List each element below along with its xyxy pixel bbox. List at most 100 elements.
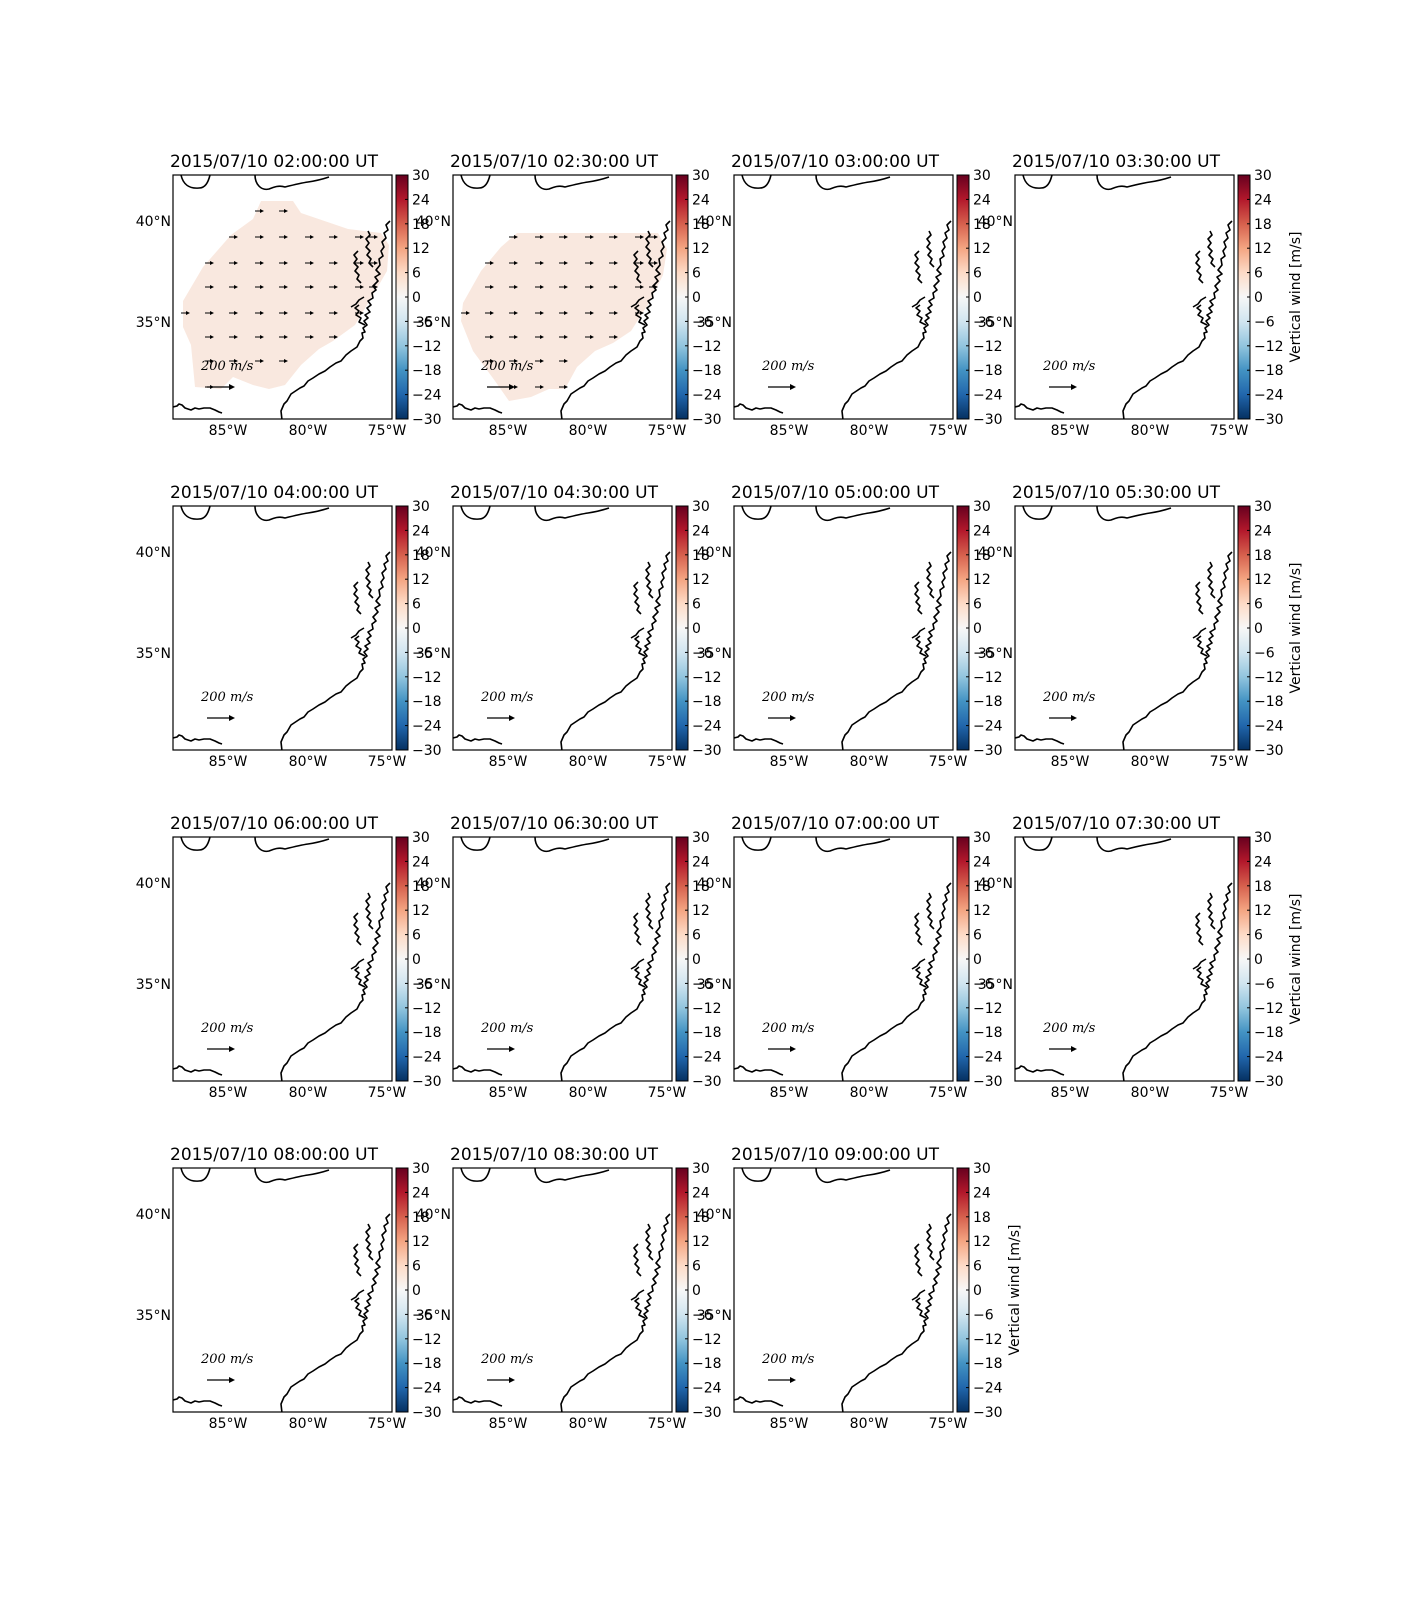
coastline-segment [453,1065,503,1076]
map-frame [452,505,673,751]
coastline-segment [534,837,610,853]
colorbar-tick-label: 12 [412,903,430,919]
coastline-segment [365,230,374,268]
coastline-segment [1122,882,1233,1081]
coastline-segment [1195,912,1204,946]
coastline-segment [633,581,642,615]
panel-title: 2015/07/10 07:00:00 UT [731,814,940,834]
coastline-segment [453,1396,503,1407]
arrow-head-icon [564,385,568,389]
arrow-head-icon [490,359,494,363]
panel-title: 2015/07/10 08:00:00 UT [170,1145,379,1165]
arrow-head-icon [490,285,494,289]
map-panel: 2015/07/10 04:00:00 UT 200 m/s 85°W 80°W 75°… [136,483,442,770]
scale-label: 200 m/s [1042,359,1096,374]
colorbar-tick-label: −6 [692,314,713,330]
coastline-segment [1022,506,1053,520]
coastline-segment [815,175,891,191]
coastline-segment [350,296,365,308]
coastline-segment [460,175,491,189]
longitude-label: 80°W [850,423,889,439]
arrow-head-icon [614,311,618,315]
latitude-label: 35°N [136,1308,171,1324]
map-area [173,1168,391,1412]
colorbar-label: Vertical wind [m/s] [1288,563,1304,694]
colorbar-tick-label: −24 [1254,1050,1284,1066]
arrow-head-icon [564,285,568,289]
arrow-head-icon [640,311,644,315]
arrow-head-icon [790,1377,796,1383]
longitude-label: 85°W [1051,1085,1090,1101]
longitude-label: 75°W [929,423,968,439]
map-panel: 2015/07/10 02:30:00 UT 200 m/s 85°W 80°W 75°… [416,152,722,439]
colorbar-tick-label: −18 [692,363,722,379]
arrow-head-icon [229,384,235,390]
colorbar-tick-label: −24 [692,1050,722,1066]
colorbar-tick-label: 12 [973,241,991,257]
arrow-head-icon [540,311,544,315]
colorbar-tick-label: 18 [692,217,710,233]
latitude-label: 35°N [697,1308,732,1324]
colorbar: 30 24 18 12 6 0 −6 −12 −18 −24 −30 [395,830,442,1090]
map-area [453,175,671,419]
coastline-segment [1122,220,1233,419]
map-frame [172,505,393,751]
coastline-segment [453,734,503,745]
colorbar-tick-label: −30 [973,412,1003,428]
coastline-segment [915,635,927,657]
latitude-label: 35°N [697,977,732,993]
arrow-head-icon [360,311,364,315]
colorbar-tick-label: 0 [973,952,982,968]
colorbar-tick-label: 6 [412,1259,421,1275]
longitude-label: 85°W [770,423,809,439]
coastline-segment [911,958,926,970]
colorbar-tick-label: 24 [412,854,430,870]
arrow-head-icon [514,261,518,265]
coastline-segment [180,1168,211,1182]
latitude-label: 35°N [978,315,1013,331]
coastline [453,1168,671,1412]
colorbar-tick-label: 24 [412,1185,430,1201]
colorbar-tick-label: 30 [412,1161,430,1177]
arrow-head-icon [234,335,238,339]
colorbar-tick-label: 6 [412,928,421,944]
colorbar-tick-label: 18 [412,879,430,895]
colorbar-tick-label: 24 [412,523,430,539]
colorbar-tick-label: −6 [412,645,433,661]
arrow-head-icon [210,285,214,289]
colorbar-tick-label: −18 [1254,363,1284,379]
colorbar-tick-label: 24 [973,854,991,870]
panel-title: 2015/07/10 05:30:00 UT [1012,483,1221,503]
arrow-head-icon [514,311,518,315]
coastline-segment [915,966,927,988]
colorbar-tick-label: −24 [692,388,722,404]
colorbar-tick-label: 12 [1254,241,1272,257]
arrow-head-icon [564,335,568,339]
colorbar-tick-label: 30 [692,830,710,846]
arrow-head-icon [540,285,544,289]
coastline-segment [1196,635,1208,657]
scale-label: 200 m/s [200,359,254,374]
colorbar-tick-label: −6 [692,645,713,661]
coastline-segment [1015,403,1065,414]
arrow-head-icon [284,261,288,265]
coastline-segment [914,1243,923,1277]
colorbar: 30 24 18 12 6 0 −6 −12 −18 −24 −30 [675,499,722,759]
coastline-segment [630,296,645,308]
colorbar-tick-label: 6 [1254,266,1263,282]
colorbar-tick-label: 30 [973,830,991,846]
longitude-label: 75°W [648,423,687,439]
colorbar-tick-label: −30 [973,743,1003,759]
longitude-label: 75°W [648,754,687,770]
colorbar-tick-label: 18 [692,879,710,895]
colorbar-tick-label: −18 [412,363,442,379]
scale-label: 200 m/s [761,1021,815,1036]
map-panel: 2015/07/10 03:00:00 UT 200 m/s 85°W 80°W 75°… [697,152,1003,439]
coastline-segment [630,1289,645,1301]
longitude-label: 75°W [368,423,407,439]
wind-vectors [461,235,658,389]
coastline-segment [734,1396,784,1407]
longitude-label: 80°W [569,754,608,770]
longitude-label: 85°W [489,1085,528,1101]
longitude-label: 80°W [569,423,608,439]
